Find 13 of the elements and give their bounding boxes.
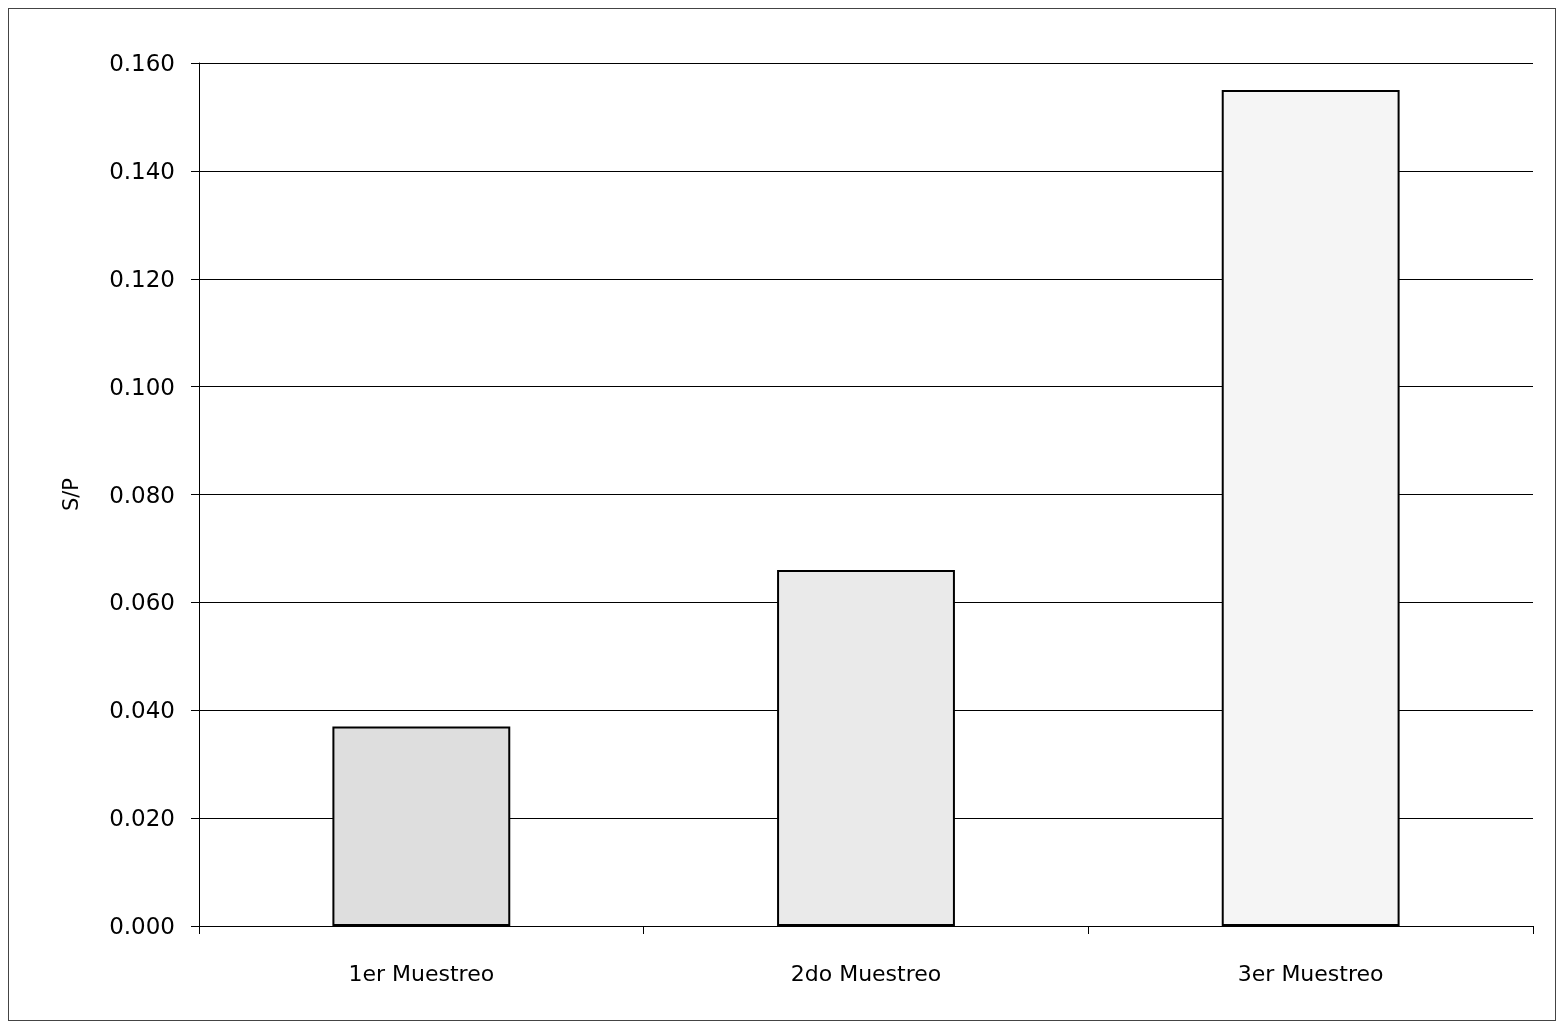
y-tick-label: 0.160 [109,50,175,76]
y-tick-label: 0.020 [109,805,175,832]
y-tick-label: 0.060 [109,589,175,616]
y-tick-label: 0.040 [109,697,175,724]
y-tick-label: 0.080 [109,481,175,508]
y-axis-title: S/P [58,477,83,512]
y-tick-label: 0.140 [109,157,175,184]
x-tick-label: 1er Muestreo [348,960,495,986]
y-tick-label: 0.000 [109,913,175,939]
y-tick-label: 0.100 [109,373,175,400]
x-tick-label: 3er Muestreo [1237,960,1384,986]
x-tick-label: 2do Muestreo [790,960,942,986]
y-tick-label: 0.120 [109,265,175,292]
